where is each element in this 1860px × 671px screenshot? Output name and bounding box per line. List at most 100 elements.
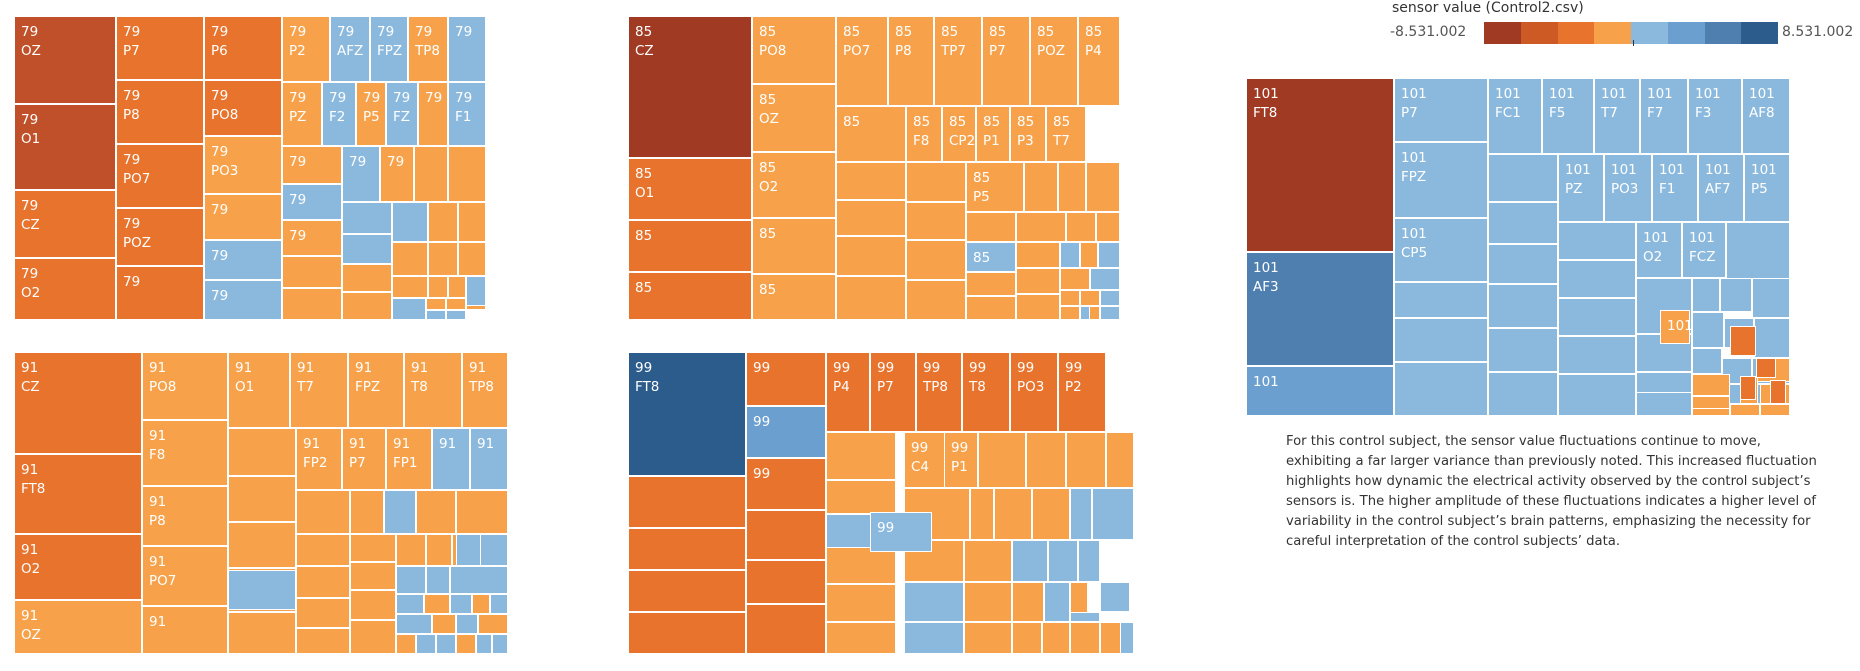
treemap-tile[interactable] [228, 522, 296, 568]
treemap-tile[interactable] [1042, 622, 1070, 654]
treemap-tile[interactable] [1106, 432, 1134, 488]
treemap-tile[interactable] [746, 560, 826, 604]
treemap-tile[interactable]: 79 [282, 184, 342, 220]
treemap-tile[interactable] [978, 432, 1026, 488]
treemap-tile[interactable]: 91 [470, 428, 508, 490]
treemap-tile[interactable] [1016, 212, 1066, 242]
treemap-tile-cz[interactable]: 91 CZ [14, 352, 142, 454]
treemap-tile[interactable]: 101 [1246, 366, 1394, 416]
treemap-tile[interactable] [1726, 222, 1790, 282]
treemap-tile-po3[interactable]: 99 PO3 [1010, 352, 1058, 432]
treemap-tile[interactable] [228, 570, 296, 610]
treemap-tile[interactable] [1048, 540, 1078, 582]
treemap-tile[interactable] [1060, 290, 1080, 306]
treemap-tile-oz[interactable]: 85 OZ [752, 84, 836, 152]
treemap-tile[interactable] [1730, 404, 1760, 416]
treemap-tile[interactable] [1488, 372, 1558, 416]
treemap-tile[interactable] [1394, 282, 1488, 318]
treemap-tile-p4[interactable]: 99 P4 [826, 352, 870, 432]
treemap-tile-tp7[interactable]: 85 TP7 [934, 16, 982, 106]
treemap-tile-p2[interactable]: 79 P2 [282, 16, 330, 82]
treemap-tile[interactable] [350, 620, 396, 654]
treemap-tile-ft8[interactable]: 99 FT8 [628, 352, 746, 476]
treemap-tile[interactable] [1730, 326, 1756, 356]
treemap-tile[interactable] [1692, 374, 1730, 396]
treemap-tile[interactable] [1394, 362, 1488, 416]
treemap-tile[interactable] [426, 534, 452, 566]
treemap-tile[interactable] [628, 612, 746, 654]
treemap-tile-fpz[interactable]: 91 FPZ [348, 352, 404, 428]
treemap-tile[interactable] [1488, 244, 1558, 284]
treemap-tile-o1[interactable]: 91 O1 [228, 352, 290, 428]
treemap-tile[interactable] [492, 634, 508, 654]
treemap-tile[interactable] [392, 242, 428, 276]
treemap-tile-p1[interactable]: 99 P1 [944, 432, 978, 488]
treemap-tile[interactable] [1692, 312, 1724, 348]
treemap-tile[interactable] [1488, 202, 1558, 244]
treemap-tile[interactable] [1058, 162, 1086, 212]
treemap-tile-p5[interactable]: 101 P5 [1744, 154, 1790, 222]
treemap-tile-afz[interactable]: 79 AFZ [330, 16, 370, 82]
treemap-tile[interactable] [1558, 222, 1636, 260]
treemap-tile[interactable] [1066, 432, 1106, 488]
treemap-tile[interactable] [826, 584, 896, 622]
treemap-tile-fpz[interactable]: 79 FPZ [370, 16, 408, 82]
treemap-tile[interactable] [836, 276, 906, 320]
treemap-tile[interactable] [396, 534, 426, 566]
treemap-tile[interactable] [826, 432, 896, 480]
treemap-tile[interactable]: 99 [746, 406, 826, 458]
treemap-tile[interactable] [436, 634, 456, 654]
treemap-tile[interactable] [450, 566, 508, 594]
treemap-tile-fpz[interactable]: 101 FPZ [1394, 142, 1488, 218]
treemap-tile-tp8[interactable]: 79 TP8 [408, 16, 448, 82]
treemap-tile-o1[interactable]: 85 O1 [628, 158, 752, 220]
treemap-tile[interactable] [446, 298, 466, 310]
treemap-tile[interactable] [384, 490, 416, 534]
treemap-tile[interactable] [1080, 242, 1098, 268]
treemap-tile[interactable] [1752, 278, 1790, 318]
treemap-tile-ft8[interactable]: 91 FT8 [14, 454, 142, 534]
treemap-tile[interactable] [396, 614, 432, 634]
treemap-tile-t8[interactable]: 99 T8 [962, 352, 1010, 432]
treemap-tile[interactable] [1070, 488, 1092, 540]
treemap-tile-o2[interactable]: 91 O2 [14, 534, 142, 600]
treemap-tile[interactable] [906, 280, 966, 320]
treemap-tile[interactable] [1044, 582, 1070, 622]
treemap-tile[interactable] [1754, 318, 1790, 358]
treemap-tile[interactable] [396, 566, 426, 594]
treemap-tile[interactable] [1016, 268, 1060, 294]
treemap-tile[interactable] [456, 634, 476, 654]
treemap-tile[interactable] [906, 162, 966, 202]
treemap-tile-p5[interactable]: 85 P5 [966, 162, 1024, 212]
treemap-tile-po7[interactable]: 79 PO7 [116, 144, 204, 208]
treemap-tile[interactable] [1012, 540, 1048, 582]
treemap-tile-fp2[interactable]: 91 FP2 [296, 428, 342, 490]
treemap-tile-oz[interactable]: 79 OZ [14, 16, 116, 104]
treemap-tile-cp2[interactable]: 85 CP2 [942, 106, 976, 162]
treemap-tile[interactable] [426, 298, 446, 310]
treemap-tile-po3[interactable]: 101 PO3 [1604, 154, 1652, 222]
treemap-tile-p5[interactable]: 79 P5 [356, 82, 386, 146]
treemap-tile[interactable] [1090, 268, 1120, 290]
treemap-tile-f8[interactable]: 85 F8 [906, 106, 942, 162]
treemap-tile-po8[interactable]: 85 PO8 [752, 16, 836, 84]
treemap-tile[interactable] [426, 566, 450, 594]
treemap-tile[interactable] [350, 590, 396, 620]
treemap-tile-ft8[interactable]: 101 FT8 [1246, 78, 1394, 252]
treemap-tile[interactable] [836, 236, 906, 276]
treemap-tile[interactable] [480, 534, 508, 566]
treemap-tile-p7[interactable]: 79 P7 [116, 16, 204, 80]
treemap-tile[interactable] [1558, 374, 1636, 416]
treemap-tile-poz[interactable]: 79 POZ [116, 208, 204, 266]
treemap-tile[interactable] [416, 634, 436, 654]
treemap-tile[interactable]: 91 [432, 428, 470, 490]
treemap-tile[interactable]: 85 [628, 272, 752, 320]
treemap-tile[interactable] [1080, 290, 1100, 306]
treemap-tile[interactable] [342, 202, 392, 234]
treemap-tile[interactable]: 99 [870, 512, 932, 552]
treemap-tile-p7[interactable]: 91 P7 [342, 428, 386, 490]
treemap-tile[interactable] [1692, 348, 1722, 374]
treemap-tile-p8[interactable]: 85 P8 [888, 16, 934, 106]
treemap-tile[interactable]: 79 [282, 220, 342, 256]
treemap-tile[interactable]: 79 [448, 16, 486, 82]
